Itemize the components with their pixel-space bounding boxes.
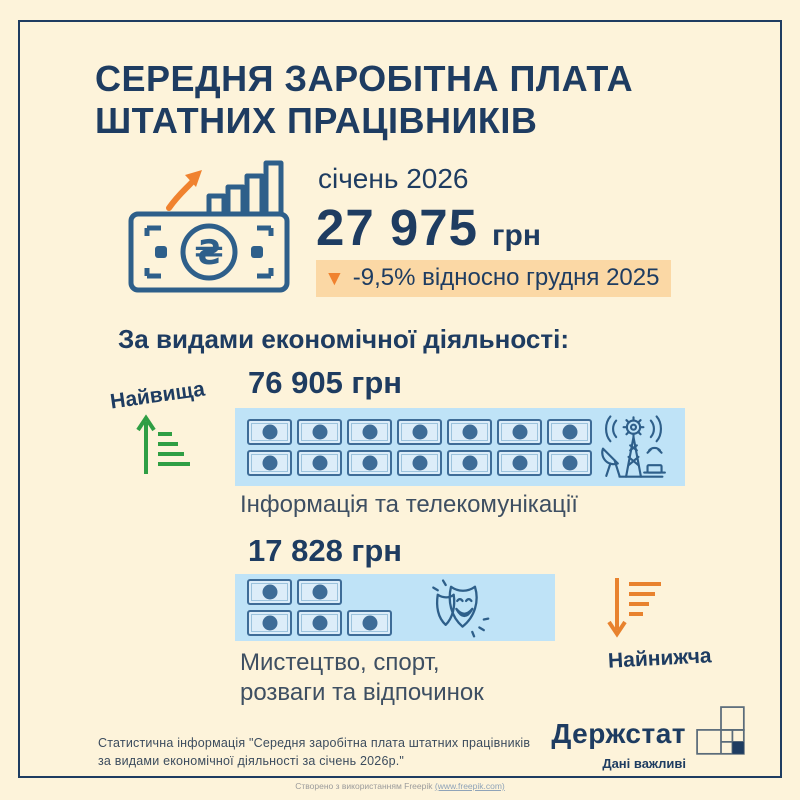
decrease-triangle-icon: ▼ <box>324 266 345 290</box>
banknote-icon <box>297 418 342 445</box>
source-note: Статистична інформація "Середня заробітн… <box>98 734 530 770</box>
title-line1: СЕРЕДНЯ ЗАРОБІТНА ПЛАТА <box>95 58 634 99</box>
banknote-icon <box>547 449 592 476</box>
highest-category-label: Інформація та телекомунікації <box>240 491 578 518</box>
derzhstat-logo-mark-icon <box>696 706 745 755</box>
banknote-row <box>247 610 392 636</box>
banknote-icon <box>397 449 442 476</box>
highest-tag: Найвища <box>108 377 207 414</box>
banknote-icon <box>447 449 492 476</box>
banknote-icon <box>247 449 292 476</box>
sort-ascending-icon <box>136 414 190 474</box>
logo-wordmark: Держстат <box>551 718 686 749</box>
logo-tagline: Дані важливі <box>602 756 686 771</box>
sort-descending-icon <box>607 578 661 638</box>
infographic-card: СЕРЕДНЯ ЗАРОБІТНА ПЛАТА ШТАТНИХ ПРАЦІВНИ… <box>18 20 782 778</box>
change-text: -9,5% відносно грудня 2025 <box>352 264 660 291</box>
banknote-icon <box>447 418 492 445</box>
banknote-icon <box>347 449 392 476</box>
lowest-category-line2: розваги та відпочинок <box>240 679 484 706</box>
page-title: СЕРЕДНЯ ЗАРОБІТНА ПЛАТА ШТАТНИХ ПРАЦІВНИ… <box>95 58 633 143</box>
section-heading: За видами економічної діяльності: <box>118 324 569 354</box>
banknote-icon <box>247 610 292 636</box>
lowest-pictogram-box <box>235 574 555 641</box>
banknote-icon <box>547 418 592 445</box>
banknote-row <box>247 449 592 476</box>
average-salary-value: 27 975 грн <box>316 198 541 257</box>
freepik-attribution: Створено з використанням Freepik (www.fr… <box>0 781 800 791</box>
banknote-icon <box>497 418 542 445</box>
telecom-tower-icon <box>601 415 666 478</box>
theater-masks-icon <box>432 578 490 637</box>
banknote-icon <box>297 610 342 636</box>
highest-pictogram-box <box>235 408 685 486</box>
money-growth-icon: ₴ <box>128 160 290 293</box>
salary-currency: грн <box>492 219 541 252</box>
banknote-icon <box>297 579 342 605</box>
lowest-category-line1: Мистецтво, спорт, <box>240 649 440 676</box>
logo-text: Держстат Дані важливі <box>551 718 686 771</box>
highest-amount: 76 905 грн <box>248 365 403 400</box>
change-badge: ▼ -9,5% відносно грудня 2025 <box>316 260 672 297</box>
period-label: січень 2026 <box>318 163 469 194</box>
salary-number: 27 975 <box>316 199 478 256</box>
derzhstat-logo: Держстат Дані важливі <box>551 706 746 771</box>
banknote-row <box>247 418 592 445</box>
banknote-icon <box>247 579 292 605</box>
lowest-amount: 17 828 грн <box>248 533 403 568</box>
lowest-category-label: Мистецтво, спорт, розваги та відпочинок <box>240 648 484 708</box>
banknote-icon <box>347 610 392 636</box>
banknote-icon <box>497 449 542 476</box>
source-note-line2: за видами економічної діяльності за січе… <box>98 754 405 769</box>
lowest-tag: Найнижча <box>607 644 713 673</box>
banknote-row <box>247 579 392 605</box>
svg-text:₴: ₴ <box>194 233 223 273</box>
banknote-icon <box>297 449 342 476</box>
title-line2: ШТАТНИХ ПРАЦІВНИКІВ <box>95 100 538 142</box>
banknote-rows <box>247 577 392 639</box>
attribution-text: Створено з використанням Freepik <box>295 781 435 791</box>
freepik-link[interactable]: (www.freepik.com) <box>434 781 505 791</box>
banknote-rows <box>247 416 592 478</box>
source-note-line1: Статистична інформація "Середня заробітн… <box>98 736 531 750</box>
banknote-icon <box>347 418 392 445</box>
banknote-icon <box>397 418 442 445</box>
banknote-icon <box>247 418 292 445</box>
